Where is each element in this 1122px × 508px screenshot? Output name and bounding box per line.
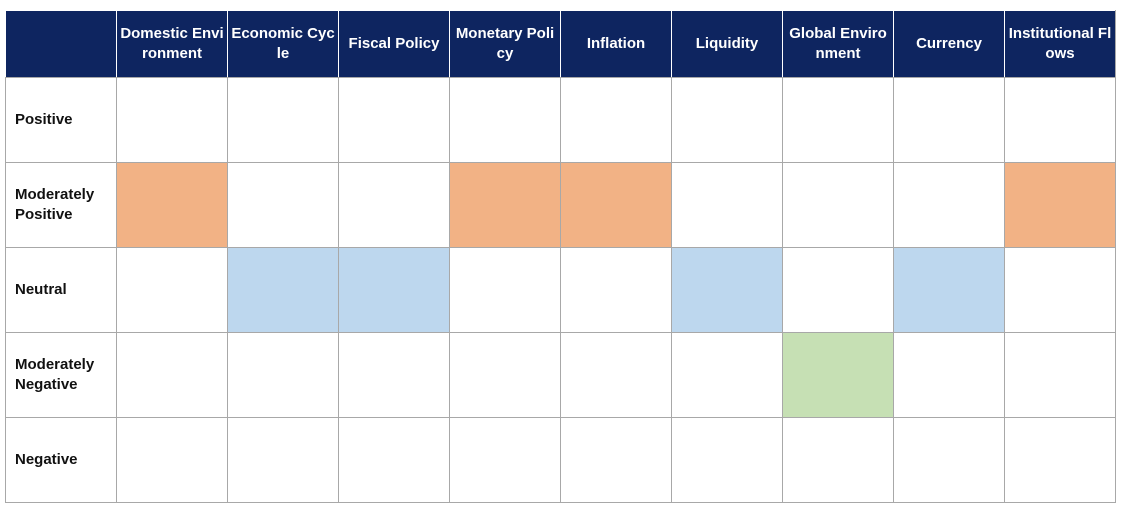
heatmap-cell xyxy=(560,332,671,417)
row-header-positive: Positive xyxy=(5,77,116,162)
row-header-label: Moderately Negative xyxy=(15,356,95,393)
heatmap-cell xyxy=(338,77,449,162)
heatmap-cell xyxy=(782,77,893,162)
heatmap-cell-highlighted xyxy=(893,247,1004,332)
heatmap-cell xyxy=(560,417,671,502)
heatmap-cell xyxy=(1004,77,1115,162)
column-header-label: Liquidity xyxy=(695,35,759,52)
row-header-label: Moderately Positive xyxy=(15,186,95,223)
heatmap-cell-highlighted xyxy=(227,247,338,332)
heatmap-cell xyxy=(560,247,671,332)
column-header-economic-cycle: Economic Cycle xyxy=(227,10,338,77)
heatmap-cell-highlighted xyxy=(1004,162,1115,247)
column-header-label: Economic Cycle xyxy=(231,25,335,62)
heatmap-cell xyxy=(671,417,782,502)
heatmap-cell xyxy=(1004,332,1115,417)
heatmap-cell xyxy=(116,247,227,332)
heatmap-cell-highlighted xyxy=(782,332,893,417)
heatmap-cell xyxy=(116,332,227,417)
heatmap-cell xyxy=(671,332,782,417)
heatmap-cell xyxy=(338,162,449,247)
heatmap-cell xyxy=(227,417,338,502)
heatmap-cell-highlighted xyxy=(560,162,671,247)
heatmap-cell xyxy=(782,417,893,502)
heatmap-cell-highlighted xyxy=(671,247,782,332)
heatmap-cell xyxy=(893,77,1004,162)
row-header-neutral: Neutral xyxy=(5,247,116,332)
column-header-currency: Currency xyxy=(893,10,1004,77)
heatmap-cell xyxy=(227,332,338,417)
heatmap-cell xyxy=(560,77,671,162)
row-header-moderately-negative: Moderately Negative xyxy=(5,332,116,417)
heatmap-cell-highlighted xyxy=(449,162,560,247)
column-header-label: Domestic Environment xyxy=(120,25,224,62)
heatmap-cell xyxy=(227,162,338,247)
column-header-monetary-policy: Monetary Policy xyxy=(449,10,560,77)
heatmap-cell xyxy=(893,332,1004,417)
row-header-label: Neutral xyxy=(15,281,67,298)
heatmap-cell xyxy=(449,77,560,162)
row-header-negative: Negative xyxy=(5,417,116,502)
column-header-label: Institutional Flows xyxy=(1008,25,1112,62)
row-header-label: Positive xyxy=(15,111,73,128)
heatmap-cell xyxy=(227,77,338,162)
heatmap-cell-highlighted xyxy=(116,162,227,247)
heatmap-cell xyxy=(338,332,449,417)
heatmap-cell xyxy=(782,247,893,332)
heatmap-cell xyxy=(671,77,782,162)
column-header-label: Monetary Policy xyxy=(455,25,555,62)
heatmap-cell xyxy=(116,417,227,502)
heatmap-cell xyxy=(893,417,1004,502)
column-header-inflation: Inflation xyxy=(560,10,671,77)
column-header-institutional-flows: Institutional Flows xyxy=(1004,10,1115,77)
column-header-label: Global Environment xyxy=(789,25,887,62)
column-header-label: Fiscal Policy xyxy=(348,35,440,52)
heatmap-cell xyxy=(1004,417,1115,502)
corner-cell xyxy=(5,10,116,77)
heatmap-cell xyxy=(1004,247,1115,332)
column-header-global-environment: Global Environment xyxy=(782,10,893,77)
column-header-label: Currency xyxy=(916,35,982,52)
row-header-label: Negative xyxy=(15,451,78,468)
factor-assessment-matrix: Domestic Environment Economic Cycle Fiscal… xyxy=(5,10,1116,503)
column-header-liquidity: Liquidity xyxy=(671,10,782,77)
heatmap-cell xyxy=(449,417,560,502)
heatmap-cell xyxy=(893,162,1004,247)
heatmap-cell xyxy=(116,77,227,162)
heatmap-cell xyxy=(449,332,560,417)
column-header-fiscal-policy: Fiscal Policy xyxy=(338,10,449,77)
row-header-moderately-positive: Moderately Positive xyxy=(5,162,116,247)
column-header-domestic-environment: Domestic Environment xyxy=(116,10,227,77)
heatmap-cell-highlighted xyxy=(338,247,449,332)
heatmap-cell xyxy=(338,417,449,502)
heatmap-cell xyxy=(449,247,560,332)
heatmap-cell xyxy=(782,162,893,247)
column-header-label: Inflation xyxy=(586,35,646,52)
heatmap-cell xyxy=(671,162,782,247)
